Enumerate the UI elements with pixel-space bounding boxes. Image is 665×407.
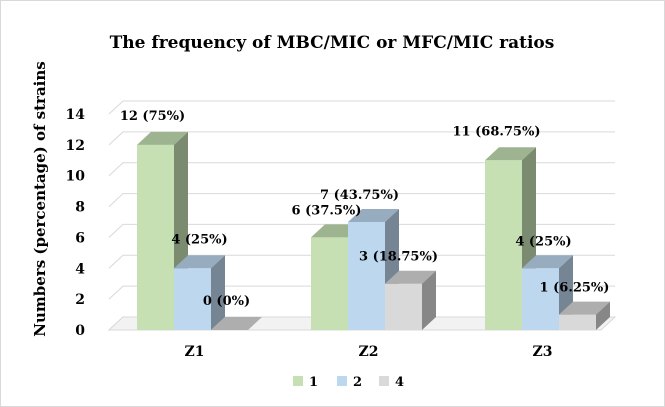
legend-item-1: 1 bbox=[293, 375, 318, 390]
bar-side bbox=[596, 301, 610, 330]
data-label: 6 (37.5%) bbox=[292, 203, 362, 218]
bar-4-Z2 bbox=[385, 270, 436, 330]
gridline bbox=[108, 100, 615, 115]
chart-title: The frequency of MBC/MIC or MFC/MIC rati… bbox=[110, 33, 555, 53]
legend-swatch bbox=[337, 376, 347, 386]
bar-4-Z3 bbox=[559, 301, 610, 330]
bar-side bbox=[211, 255, 225, 330]
gridline bbox=[108, 254, 615, 269]
legend-label: 1 bbox=[309, 375, 318, 390]
gridline bbox=[108, 285, 615, 300]
y-tick-label: 6 bbox=[75, 230, 85, 246]
bar-front bbox=[385, 283, 422, 330]
x-category-label: Z3 bbox=[533, 344, 553, 360]
gridline bbox=[108, 193, 615, 207]
y-tick-label: 0 bbox=[75, 323, 85, 339]
data-label: 11 (68.75%) bbox=[453, 124, 541, 139]
data-label: 4 (25%) bbox=[515, 234, 571, 249]
bar-front bbox=[311, 237, 348, 330]
bar-2-Z1 bbox=[174, 255, 225, 330]
gridline bbox=[108, 162, 615, 177]
bar-top bbox=[485, 147, 536, 161]
bar-front bbox=[348, 222, 385, 330]
legend-label: 4 bbox=[395, 375, 404, 390]
y-tick-label: 4 bbox=[75, 261, 85, 277]
y-tick-label: 12 bbox=[66, 138, 85, 154]
y-tick-label: 2 bbox=[75, 292, 85, 308]
bar-front bbox=[485, 160, 522, 330]
bar-top bbox=[211, 317, 262, 330]
x-category-label: Z1 bbox=[185, 344, 205, 360]
data-label: 0 (0%) bbox=[203, 294, 250, 309]
data-label: 1 (6.25%) bbox=[540, 281, 610, 296]
bar-4-Z1 bbox=[211, 317, 262, 330]
data-label: 12 (75%) bbox=[120, 109, 185, 124]
bar-top bbox=[522, 255, 573, 269]
data-label: 4 (25%) bbox=[171, 232, 227, 247]
gridline bbox=[108, 223, 615, 238]
y-tick-label: 8 bbox=[75, 200, 85, 216]
legend-swatch bbox=[293, 376, 303, 386]
bar-front bbox=[174, 268, 211, 330]
bar-front bbox=[559, 314, 596, 330]
legend-item-2: 2 bbox=[337, 375, 362, 390]
bar-top bbox=[559, 301, 610, 315]
data-label: 3 (18.75%) bbox=[359, 250, 438, 265]
x-category-label: Z2 bbox=[359, 344, 379, 360]
y-axis-label: Numbers (percentage) of strains bbox=[31, 61, 49, 336]
bar-top bbox=[174, 255, 225, 269]
legend-label: 2 bbox=[353, 375, 362, 390]
gridline bbox=[108, 131, 615, 146]
y-tick-label: 10 bbox=[66, 169, 86, 185]
bar-front bbox=[522, 268, 559, 330]
bar-top bbox=[348, 209, 399, 222]
y-tick-label: 14 bbox=[66, 107, 86, 123]
bar-side bbox=[422, 270, 436, 330]
bar-top bbox=[385, 270, 436, 284]
legend-swatch bbox=[379, 376, 389, 386]
data-label: 7 (43.75%) bbox=[320, 188, 399, 203]
bar-front bbox=[137, 144, 174, 330]
bar-top bbox=[137, 131, 188, 145]
legend-item-4: 4 bbox=[379, 375, 404, 390]
